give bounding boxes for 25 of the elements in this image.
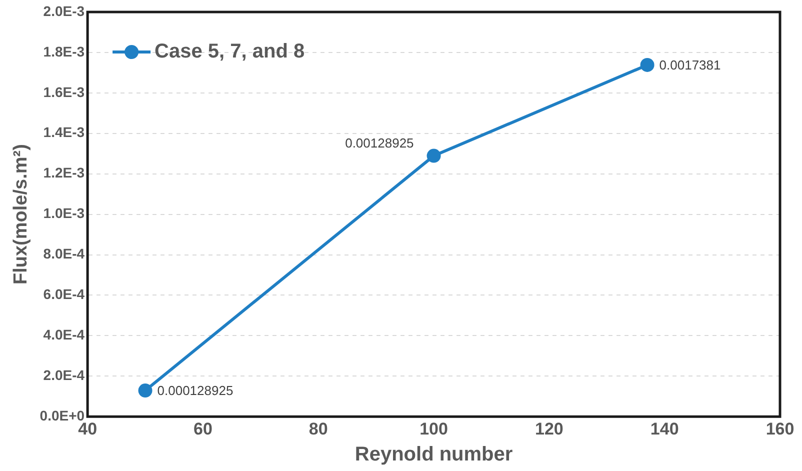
y-axis-title: Flux(mole/s.m²)	[10, 144, 32, 285]
y-tick-label: 6.0E-4	[43, 286, 85, 302]
y-tick-label: 4.0E-4	[43, 326, 85, 343]
data-label: 0.00128925	[345, 135, 414, 150]
y-tick-label: 1.2E-3	[43, 164, 85, 181]
x-tick-label: 100	[420, 419, 448, 438]
y-tick-label: 1.6E-3	[43, 84, 85, 100]
x-tick-label: 160	[766, 419, 794, 438]
y-tick-label: 2.0E-3	[43, 2, 85, 19]
y-tick-label: 2.0E-4	[43, 367, 85, 383]
data-label: 0.000128925	[157, 383, 234, 398]
y-tick-label: 1.8E-3	[43, 43, 85, 60]
data-label: 0.0017381	[659, 58, 721, 73]
x-tick-label: 60	[194, 419, 212, 438]
legend-label: Case 5, 7, and 8	[154, 40, 305, 63]
y-tick-label: 1.0E-3	[43, 205, 85, 222]
x-tick-label: 80	[308, 419, 328, 438]
x-axis-title: Reynold number	[354, 444, 513, 466]
point	[640, 58, 654, 72]
x-tick-label: 120	[535, 419, 564, 438]
y-tick-label: 1.4E-3	[43, 124, 85, 140]
point	[426, 148, 441, 163]
point	[138, 384, 152, 398]
y-tick-label: 8.0E-4	[43, 246, 85, 262]
x-tick-label: 140	[650, 419, 679, 438]
